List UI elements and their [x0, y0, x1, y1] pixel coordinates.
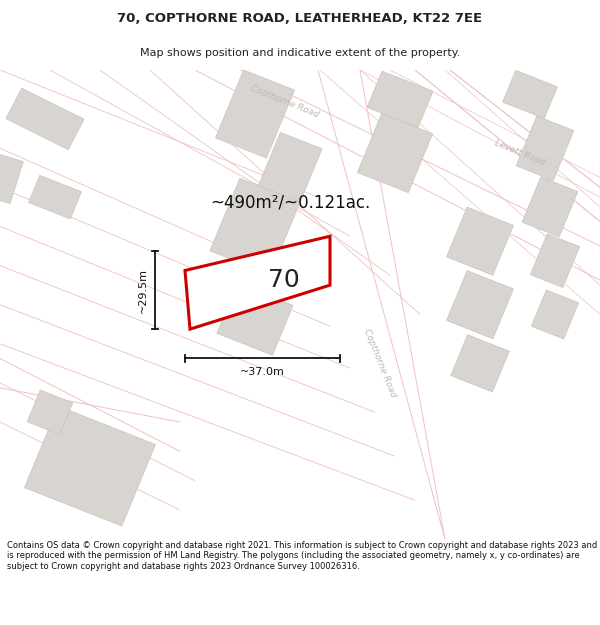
- Polygon shape: [215, 70, 295, 158]
- Text: ~490m²/~0.121ac.: ~490m²/~0.121ac.: [210, 193, 370, 211]
- Polygon shape: [516, 116, 574, 181]
- Polygon shape: [415, 70, 600, 222]
- Polygon shape: [358, 114, 433, 192]
- Text: Copthorne Road: Copthorne Road: [250, 83, 320, 119]
- Polygon shape: [6, 88, 84, 149]
- Polygon shape: [531, 290, 579, 339]
- Text: Levett Road: Levett Road: [493, 139, 547, 168]
- Polygon shape: [25, 406, 155, 526]
- Text: ~29.5m: ~29.5m: [138, 268, 148, 312]
- Polygon shape: [217, 283, 293, 355]
- Polygon shape: [446, 271, 514, 339]
- Polygon shape: [367, 71, 433, 127]
- Text: Contains OS data © Crown copyright and database right 2021. This information is : Contains OS data © Crown copyright and d…: [7, 541, 598, 571]
- Polygon shape: [503, 71, 557, 119]
- Polygon shape: [0, 151, 23, 204]
- Polygon shape: [446, 207, 514, 275]
- Text: Map shows position and indicative extent of the property.: Map shows position and indicative extent…: [140, 48, 460, 58]
- Polygon shape: [451, 335, 509, 392]
- Polygon shape: [185, 236, 330, 329]
- Polygon shape: [522, 177, 578, 237]
- Text: 70: 70: [268, 268, 299, 292]
- Polygon shape: [258, 132, 322, 203]
- Polygon shape: [210, 178, 300, 274]
- Polygon shape: [195, 70, 600, 280]
- Text: 70, COPTHORNE ROAD, LEATHERHEAD, KT22 7EE: 70, COPTHORNE ROAD, LEATHERHEAD, KT22 7E…: [118, 12, 482, 25]
- Polygon shape: [29, 175, 82, 219]
- Text: Copthorne Road: Copthorne Road: [362, 328, 398, 399]
- Polygon shape: [27, 390, 73, 434]
- Polygon shape: [0, 359, 180, 451]
- Text: ~37.0m: ~37.0m: [240, 367, 285, 377]
- Polygon shape: [530, 234, 580, 288]
- Polygon shape: [318, 70, 445, 539]
